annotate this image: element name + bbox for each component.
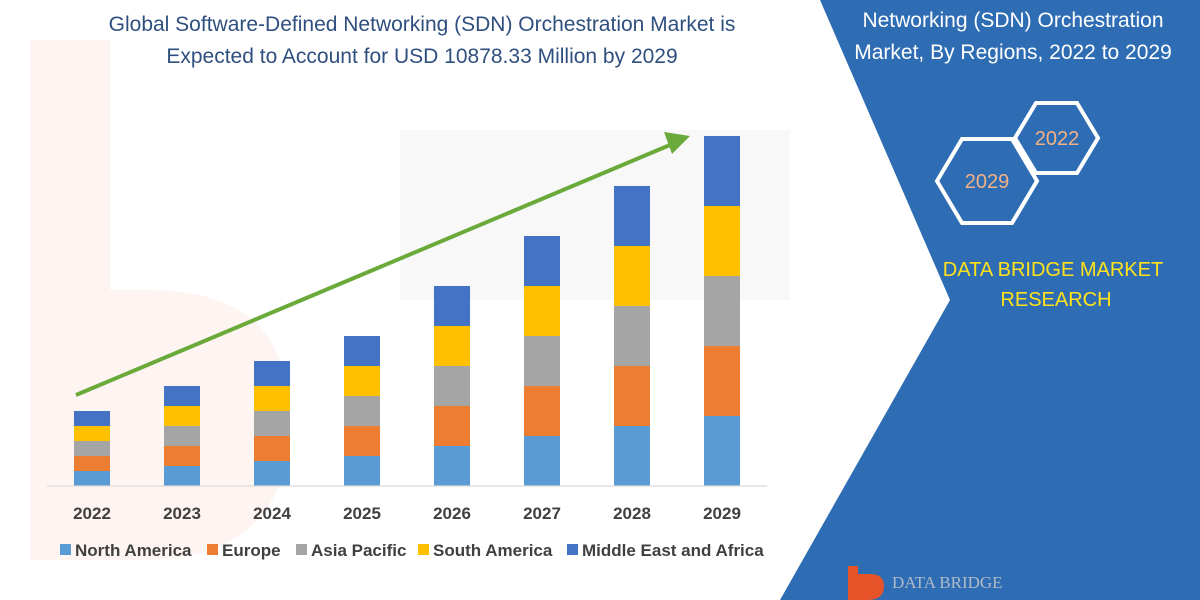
brand-line1: DATA BRIDGE MARKET bbox=[943, 259, 1163, 281]
bar-2027-series-1 bbox=[524, 386, 560, 436]
legend-label: Asia Pacific bbox=[311, 541, 406, 560]
bar-2025-series-0 bbox=[344, 456, 380, 486]
x-tick-label: 2027 bbox=[523, 504, 561, 523]
brand-line2: RESEARCH bbox=[1000, 289, 1111, 311]
watermark bbox=[30, 40, 790, 560]
x-tick-label: 2028 bbox=[613, 504, 651, 523]
bar-2023-series-4 bbox=[164, 386, 200, 406]
bar-2025-series-1 bbox=[344, 426, 380, 456]
x-tick-label: 2023 bbox=[163, 504, 201, 523]
legend-swatch bbox=[567, 544, 578, 555]
x-tick-labels: 2022 2023 2024 2025 2026 2027 2028 2029 bbox=[73, 504, 741, 523]
bar-2023-series-3 bbox=[164, 406, 200, 426]
bar-2026-series-1 bbox=[434, 406, 470, 446]
bar-2028-series-3 bbox=[614, 246, 650, 306]
x-tick-label: 2025 bbox=[343, 504, 381, 523]
legend-label: Middle East and Africa bbox=[582, 541, 764, 560]
legend-swatch bbox=[207, 544, 218, 555]
legend-swatch bbox=[418, 544, 429, 555]
bar-2025-series-3 bbox=[344, 366, 380, 396]
bar-2029-series-0 bbox=[704, 416, 740, 486]
right-panel bbox=[780, 0, 1200, 600]
bar-2022-series-2 bbox=[74, 441, 110, 456]
bar-2024-series-0 bbox=[254, 461, 290, 486]
bar-2027-series-2 bbox=[524, 336, 560, 386]
legend-label: South America bbox=[433, 541, 553, 560]
bar-2023-series-1 bbox=[164, 446, 200, 466]
bar-2028-series-0 bbox=[614, 426, 650, 486]
legend: North America Europe Asia Pacific South Ame… bbox=[60, 541, 764, 560]
x-tick-label: 2029 bbox=[703, 504, 741, 523]
panel-title-line2: Market, By Regions, 2022 to 2029 bbox=[854, 41, 1172, 64]
bar-2024-series-1 bbox=[254, 436, 290, 461]
bar-2027-series-4 bbox=[524, 236, 560, 286]
bar-2027-series-0 bbox=[524, 436, 560, 486]
bar-2026-series-4 bbox=[434, 286, 470, 326]
bar-2022-series-3 bbox=[74, 426, 110, 441]
panel-title-line1: Networking (SDN) Orchestration bbox=[862, 9, 1163, 32]
x-tick-label: 2022 bbox=[73, 504, 111, 523]
legend-label: North America bbox=[75, 541, 192, 560]
bar-2025-series-2 bbox=[344, 396, 380, 426]
trend-arrow bbox=[75, 132, 690, 397]
bar-2023-series-0 bbox=[164, 466, 200, 486]
bar-2024-series-4 bbox=[254, 361, 290, 386]
x-tick-label: 2026 bbox=[433, 504, 471, 523]
bar-2028-series-2 bbox=[614, 306, 650, 366]
bar-2028-series-1 bbox=[614, 366, 650, 426]
bar-2022-series-1 bbox=[74, 456, 110, 471]
bar-2029-series-1 bbox=[704, 346, 740, 416]
chart-title-line1: Global Software-Defined Networking (SDN)… bbox=[109, 13, 736, 36]
svg-text:DATA BRIDGE: DATA BRIDGE bbox=[892, 573, 1003, 592]
legend-swatch bbox=[296, 544, 307, 555]
bar-2028-series-4 bbox=[614, 186, 650, 246]
bar-2026-series-3 bbox=[434, 326, 470, 366]
svg-text:2029: 2029 bbox=[965, 171, 1010, 193]
bar-2026-series-0 bbox=[434, 446, 470, 486]
svg-text:2022: 2022 bbox=[1035, 128, 1080, 150]
bar-2023-series-2 bbox=[164, 426, 200, 446]
x-tick-label: 2024 bbox=[253, 504, 291, 523]
bars-group bbox=[74, 136, 740, 486]
bar-2024-series-3 bbox=[254, 386, 290, 411]
bar-2029-series-2 bbox=[704, 276, 740, 346]
chart-title-line2: Expected to Account for USD 10878.33 Mil… bbox=[166, 45, 677, 68]
company-logo: DATA BRIDGE bbox=[848, 566, 1003, 600]
bar-2029-series-3 bbox=[704, 206, 740, 276]
legend-label: Europe bbox=[222, 541, 281, 560]
bar-2025-series-4 bbox=[344, 336, 380, 366]
bar-2026-series-2 bbox=[434, 366, 470, 406]
hexagon-2029: 2029 bbox=[934, 137, 1040, 225]
bar-2022-series-0 bbox=[74, 471, 110, 486]
legend-swatch bbox=[60, 544, 71, 555]
bar-2027-series-3 bbox=[524, 286, 560, 336]
hexagon-2022: 2022 bbox=[1012, 101, 1101, 175]
bar-2029-series-4 bbox=[704, 136, 740, 206]
bar-2022-series-4 bbox=[74, 411, 110, 426]
bar-2024-series-2 bbox=[254, 411, 290, 436]
